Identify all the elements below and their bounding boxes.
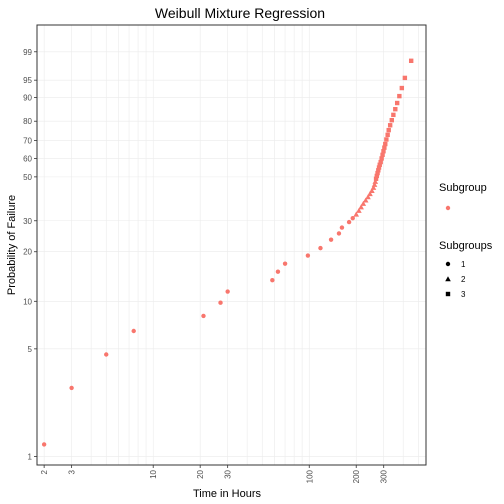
data-point-circle	[282, 261, 288, 266]
y-tick-label: 80	[23, 117, 32, 126]
x-tick-label: 300	[380, 469, 389, 483]
x-tick-label: 100	[305, 469, 314, 483]
data-point-square	[380, 152, 385, 158]
y-tick-label: 90	[23, 94, 32, 103]
data-point-circle	[275, 269, 281, 274]
data-point-square	[391, 112, 396, 118]
x-tick-label: 200	[352, 469, 361, 483]
data-point-square	[402, 75, 408, 81]
legend-key-circle	[445, 261, 451, 267]
data-point-triangle	[372, 178, 379, 184]
x-tick-label: 3	[68, 469, 77, 474]
data-point-triangle	[370, 184, 377, 190]
data-point-square	[374, 173, 380, 179]
data-point-triangle	[353, 211, 360, 217]
data-point-square	[408, 58, 414, 64]
y-tick-label: 30	[23, 217, 32, 226]
chart-title: Weibull Mixture Regression	[155, 5, 325, 21]
panel-border	[36, 24, 427, 466]
data-point-triangle	[367, 191, 373, 197]
y-axis-title: Probability of Failure	[6, 195, 18, 295]
legend-shape-label: 3	[461, 290, 466, 299]
legend-key-triangle	[445, 276, 451, 282]
data-point-square	[385, 132, 390, 138]
data-point-square	[399, 85, 405, 91]
data-point-circle	[350, 215, 355, 221]
y-tick-label: 50	[23, 173, 32, 182]
data-point-triangle	[360, 200, 367, 206]
data-point-triangle	[362, 197, 369, 203]
data-point-circle	[41, 442, 47, 447]
data-point-square	[381, 149, 386, 154]
x-tick-label: 20	[196, 469, 205, 478]
legend-key-square	[445, 291, 451, 297]
data-points	[41, 58, 414, 447]
grid-lines	[37, 25, 426, 465]
data-point-circle	[270, 277, 275, 283]
data-point-square	[379, 156, 384, 161]
data-point-square	[376, 165, 382, 170]
x-tick-label: 30	[224, 469, 233, 478]
y-tick-label: 99	[23, 48, 32, 57]
data-point-circle	[339, 225, 345, 230]
data-point-circle	[69, 385, 74, 391]
data-point-square	[393, 106, 398, 112]
x-axis-title: Time in Hours	[193, 488, 262, 500]
y-tick-label: 60	[23, 154, 32, 163]
legend-shape-label: 2	[461, 275, 466, 284]
data-point-square	[382, 145, 387, 150]
data-point-square	[376, 168, 381, 173]
data-point-circle	[346, 219, 352, 225]
data-point-square	[373, 176, 379, 181]
y-tick-label: 20	[23, 248, 32, 257]
y-tick-label: 5	[28, 345, 33, 354]
data-point-circle	[225, 289, 230, 294]
data-point-square	[377, 162, 382, 167]
axis-ticks: 2 3 10 20 30 100 200 300 1 5 10 20 30 50 60 70 80 90 95 99	[23, 48, 389, 484]
data-point-square	[383, 141, 388, 147]
data-point-triangle	[369, 187, 375, 193]
y-tick-label: 1	[28, 453, 33, 462]
legend-shape-keys: 1 2 3	[445, 260, 466, 299]
data-point-circle	[104, 352, 109, 357]
data-point-circle	[318, 245, 323, 251]
data-point-square	[378, 159, 383, 165]
data-point-square	[389, 117, 394, 123]
legend-shape-title: Subgroups	[439, 240, 493, 252]
data-point-circle	[336, 231, 342, 236]
y-tick-label: 10	[23, 297, 32, 306]
data-point-triangle	[356, 207, 362, 213]
data-point-square	[386, 127, 391, 133]
x-tick-label: 2	[40, 469, 49, 474]
data-point-square	[384, 137, 389, 142]
legend-color-key	[445, 205, 451, 211]
data-point-circle	[328, 237, 334, 242]
y-tick-label: 70	[23, 136, 32, 145]
x-tick-label: 10	[149, 469, 158, 478]
legend-shape-label: 1	[461, 260, 466, 269]
data-point-square	[394, 100, 400, 106]
data-point-circle	[201, 313, 206, 319]
data-point-square	[387, 123, 393, 128]
data-point-circle	[305, 253, 311, 258]
data-point-circle	[218, 300, 223, 305]
data-point-triangle	[371, 181, 378, 187]
data-point-triangle	[358, 204, 364, 210]
y-tick-label: 95	[23, 76, 32, 85]
legend: Subgroup Subgroups 1 2 3	[439, 182, 493, 299]
data-point-square	[397, 93, 402, 99]
data-point-square	[375, 170, 380, 176]
legend-color-title: Subgroup	[439, 182, 487, 194]
data-point-circle	[131, 328, 136, 334]
data-point-triangle	[365, 194, 371, 200]
